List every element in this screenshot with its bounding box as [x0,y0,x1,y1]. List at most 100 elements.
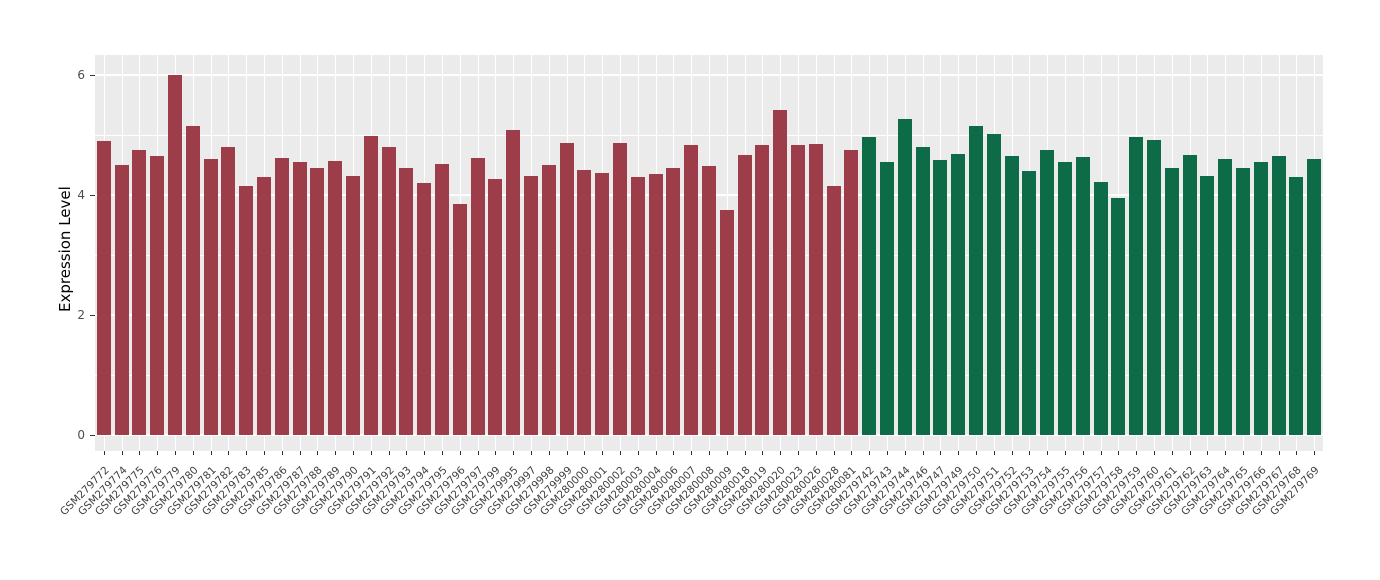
x-axis-label-GSM279785: GSM279785 [64,458,272,518]
x-axis-label-text: GSM279793 [360,464,414,518]
x-tick-mark [442,451,443,455]
x-axis-label-text: GSM279781 [165,464,219,518]
x-axis-label-text: GSM279762 [1144,464,1198,518]
x-tick-mark [246,451,247,455]
bar-GSM279793 [399,168,413,435]
x-tick-mark [353,451,354,455]
bar-GSM279788 [310,168,324,435]
x-tick-mark [1065,451,1066,455]
bar-GSM279799 [488,179,502,435]
bar-GSM279742 [862,137,876,435]
x-tick-mark [798,451,799,455]
x-axis-label-text: GSM279997 [485,464,539,518]
x-tick-mark [1136,451,1137,455]
x-axis-label-text: GSM279788 [271,464,325,518]
bar-GSM279791 [364,136,378,435]
x-axis-label-GSM279764: GSM279764 [1025,458,1233,518]
x-axis-label-GSM279774: GSM279774 [0,458,130,518]
x-axis-label-text: GSM280020 [734,464,788,518]
x-tick-mark [104,451,105,455]
x-tick-mark [406,451,407,455]
plot-panel [95,55,1323,451]
x-tick-mark [1118,451,1119,455]
x-axis-label-text: GSM279767 [1233,464,1287,518]
bar-GSM279797 [471,158,485,435]
x-axis-label-text: GSM279774 [76,464,130,518]
x-tick-mark [567,451,568,455]
x-axis-label-GSM280002: GSM280002 [420,458,628,518]
x-axis-label-text: GSM279789 [289,464,343,518]
bar-GSM279751 [987,134,1001,435]
x-axis-label-text: GSM280007 [645,464,699,518]
x-tick-mark [940,451,941,455]
x-axis-label-text: GSM280018 [699,464,753,518]
x-tick-mark [122,451,123,455]
bar-GSM279758 [1111,198,1125,435]
x-axis-label-GSM279780: GSM279780 [0,458,201,518]
major-gridline [95,434,1323,436]
x-tick-mark [1029,451,1030,455]
x-tick-mark [851,451,852,455]
x-axis-label-text: GSM279780 [147,464,201,518]
x-axis-label-GSM279779: GSM279779 [0,458,183,518]
x-axis-label-text: GSM279769 [1268,464,1322,518]
bar-GSM279762 [1183,155,1197,435]
x-axis-label-text: GSM279779 [129,464,183,518]
bar-GSM279776 [150,156,164,435]
x-axis-label-GSM280001: GSM280001 [402,458,610,518]
bar-GSM279752 [1005,156,1019,435]
y-axis-title: Expression Level [56,186,74,312]
x-axis-label-GSM279792: GSM279792 [189,458,397,518]
y-tick-label: 2 [77,308,85,322]
x-axis-label-GSM279787: GSM279787 [100,458,308,518]
y-tick-mark [90,435,95,436]
x-axis-label-text: GSM279742 [823,464,877,518]
x-axis-label-GSM279995: GSM279995 [313,458,521,518]
x-axis-label-text: GSM280004 [610,464,664,518]
x-axis-label-GSM279799: GSM279799 [295,458,503,518]
x-axis-label-text: GSM279765 [1197,464,1251,518]
x-tick-mark [869,451,870,455]
x-tick-mark [1083,451,1084,455]
x-tick-mark [673,451,674,455]
x-axis-label-GSM279794: GSM279794 [224,458,432,518]
x-tick-mark [727,451,728,455]
x-axis-label-GSM279749: GSM279749 [758,458,966,518]
x-axis-label-GSM280004: GSM280004 [456,458,664,518]
x-axis-label-GSM279766: GSM279766 [1061,458,1269,518]
x-tick-mark [460,451,461,455]
x-tick-mark [1154,451,1155,455]
bar-GSM279767 [1272,156,1286,435]
x-tick-mark [549,451,550,455]
bar-GSM279792 [382,147,396,435]
x-tick-mark [1190,451,1191,455]
x-axis-label-GSM279760: GSM279760 [954,458,1162,518]
bar-GSM279782 [221,147,235,435]
bar-GSM279754 [1040,150,1054,435]
bar-GSM279795 [435,164,449,435]
bar-GSM280028 [827,186,841,435]
x-axis-label-text: GSM279768 [1250,464,1304,518]
x-axis-label-GSM280019: GSM280019 [562,458,770,518]
x-axis-label-GSM279790: GSM279790 [153,458,361,518]
bar-GSM280019 [755,145,769,435]
x-tick-mark [228,451,229,455]
x-axis-label-text: GSM280006 [627,464,681,518]
x-axis-label-GSM279782: GSM279782 [28,458,236,518]
x-tick-mark [1047,451,1048,455]
bar-GSM279750 [969,126,983,435]
bar-GSM279779 [168,75,182,435]
bar-GSM279749 [951,154,965,435]
x-axis-label-text: GSM279775 [93,464,147,518]
x-axis-label-GSM279747: GSM279747 [740,458,948,518]
bar-GSM280020 [773,110,787,435]
x-tick-mark [762,451,763,455]
x-tick-mark [531,451,532,455]
x-axis-label-GSM280020: GSM280020 [580,458,788,518]
bar-GSM279766 [1254,162,1268,435]
x-tick-mark [602,451,603,455]
bar-GSM279995 [506,130,520,435]
x-tick-mark [264,451,265,455]
x-axis-label-GSM280081: GSM280081 [651,458,859,518]
x-tick-mark [709,451,710,455]
